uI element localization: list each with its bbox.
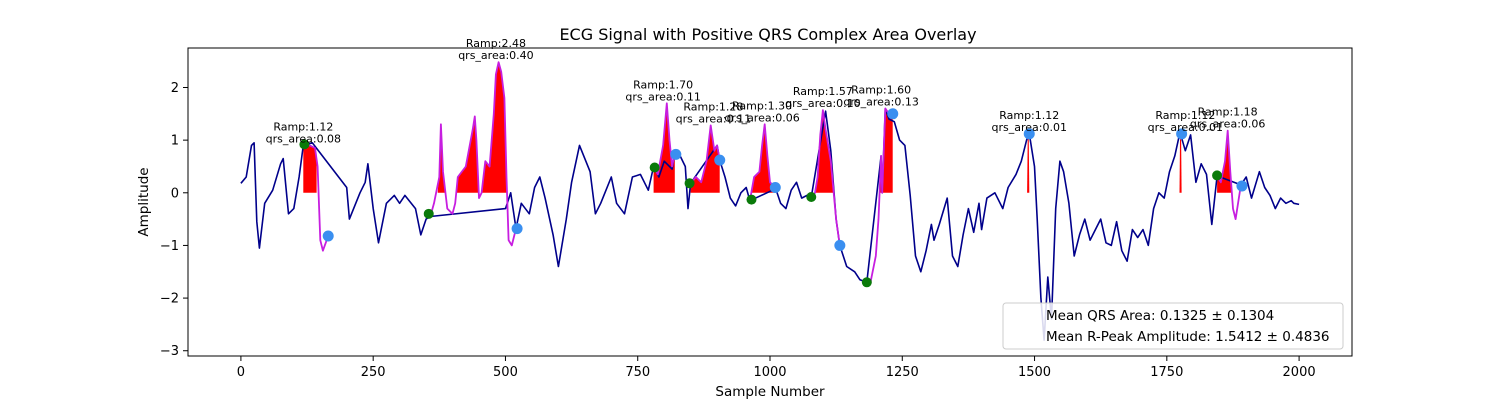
x-tick-label: 250 — [361, 365, 386, 380]
legend-box — [1002, 302, 1344, 350]
x-tick-label: 500 — [493, 365, 518, 380]
qrs-onset-marker — [1212, 170, 1223, 181]
y-tick-label: −3 — [160, 344, 179, 359]
annotation-ramp: Ramp:1.12 — [999, 109, 1059, 122]
qrs-offset-marker — [1236, 180, 1248, 192]
y-tick-label: 2 — [171, 81, 179, 96]
qrs-segment-line — [689, 124, 721, 184]
annotation-qrs-area: qrs_area:0.13 — [843, 96, 918, 109]
annotation-qrs-area: qrs_area:0.11 — [625, 90, 700, 103]
qrs-area-fill — [752, 124, 776, 193]
x-axis-label: Sample Number — [715, 384, 825, 400]
annotation-ramp: Ramp:1.12 — [273, 120, 333, 133]
y-axis-label: Amplitude — [136, 167, 152, 236]
qrs-offset-marker — [670, 148, 682, 160]
annotation-qrs-area: qrs_area:0.10 — [785, 97, 860, 110]
annotation-qrs-area: qrs_area:0.11 — [676, 112, 751, 125]
annotation-ramp: Ramp:1.57 — [793, 85, 853, 98]
x-tick-label: 1750 — [1150, 365, 1183, 380]
legend: Mean QRS Area: 0.1325 ± 0.1304 Mean R-Pe… — [1002, 302, 1344, 350]
qrs-offset-marker — [887, 108, 899, 120]
qrs-onset-marker — [684, 178, 695, 189]
qrs-segment-line — [429, 61, 517, 247]
qrs-area-fill — [653, 103, 675, 193]
qrs-offset-marker — [322, 230, 334, 242]
qrs-segment-line — [749, 123, 776, 201]
y-tick-label: 0 — [171, 186, 179, 201]
y-tick-label: −1 — [160, 239, 179, 254]
qrs-onset-marker — [423, 208, 434, 219]
qrs-offset-marker — [834, 239, 846, 251]
qrs-offset-marker — [1023, 128, 1035, 140]
x-tick-label: 1000 — [753, 365, 786, 380]
chart-title: ECG Signal with Positive QRS Complex Are… — [559, 25, 976, 44]
y-tick-label: −2 — [160, 292, 179, 307]
annotation-ramp: Ramp:1.28 — [683, 100, 743, 113]
legend-entry: Mean R-Peak Amplitude: 1.5412 ± 0.4836 — [1046, 329, 1330, 345]
annotation-ramp: Ramp:1.60 — [851, 84, 911, 97]
qrs-onset-marker — [806, 191, 817, 202]
qrs-offset-marker — [511, 223, 523, 235]
x-tick-label: 2000 — [1283, 365, 1316, 380]
annotation-ramp: Ramp:1.70 — [633, 78, 693, 91]
annotation-qrs-area: qrs_area:0.06 — [1190, 118, 1265, 131]
x-tick-label: 1250 — [886, 365, 919, 380]
qrs-onset-marker — [861, 277, 872, 288]
qrs-onset-marker — [746, 194, 757, 205]
qrs-onset-marker — [649, 162, 660, 173]
y-tick-label: 1 — [171, 134, 179, 149]
annotation-qrs-area: qrs_area:0.01 — [1148, 121, 1223, 134]
annotation-qrs-area: qrs_area:0.01 — [992, 121, 1067, 134]
x-tick-label: 0 — [237, 365, 245, 380]
x-tick-label: 1500 — [1018, 365, 1051, 380]
annotation-ramp: Ramp:2.48 — [466, 37, 526, 50]
qrs-offset-marker — [1176, 128, 1188, 140]
qrs-area-fill — [815, 110, 834, 193]
plot-area: Ramp:1.12qrs_area:0.08Ramp:2.48qrs_area:… — [240, 37, 1300, 342]
legend-entry: Mean QRS Area: 0.1325 ± 0.1304 — [1046, 308, 1274, 324]
qrs-offset-marker — [769, 182, 781, 194]
annotation-ramp: Ramp:1.18 — [1198, 106, 1258, 119]
qrs-segment-line — [810, 109, 841, 246]
y-axis: −3 −2 −1 0 1 2 — [160, 81, 188, 359]
qrs-segment-line — [303, 144, 330, 252]
qrs-area-fill — [303, 145, 317, 193]
qrs-area-fill — [1179, 134, 1182, 193]
annotation-ramp: Ramp:1.30 — [732, 99, 792, 112]
qrs-segment-line — [1216, 129, 1242, 221]
qrs-segment-line — [652, 102, 676, 176]
annotation-ramp: Ramp:1.12 — [1155, 109, 1215, 122]
x-tick-label: 750 — [625, 365, 650, 380]
qrs-onset-marker — [299, 139, 310, 150]
annotation-qrs-area: qrs_area:0.08 — [266, 132, 341, 145]
qrs-offset-marker — [714, 154, 726, 166]
ecg-line — [240, 107, 1300, 342]
annotation-qrs-area: qrs_area:0.06 — [724, 111, 799, 124]
qrs-area-fill — [1027, 134, 1030, 193]
x-axis: 0 250 500 750 1000 1250 1500 1750 2000 — [237, 356, 1316, 380]
annotation-qrs-area: qrs_area:0.40 — [458, 49, 533, 62]
